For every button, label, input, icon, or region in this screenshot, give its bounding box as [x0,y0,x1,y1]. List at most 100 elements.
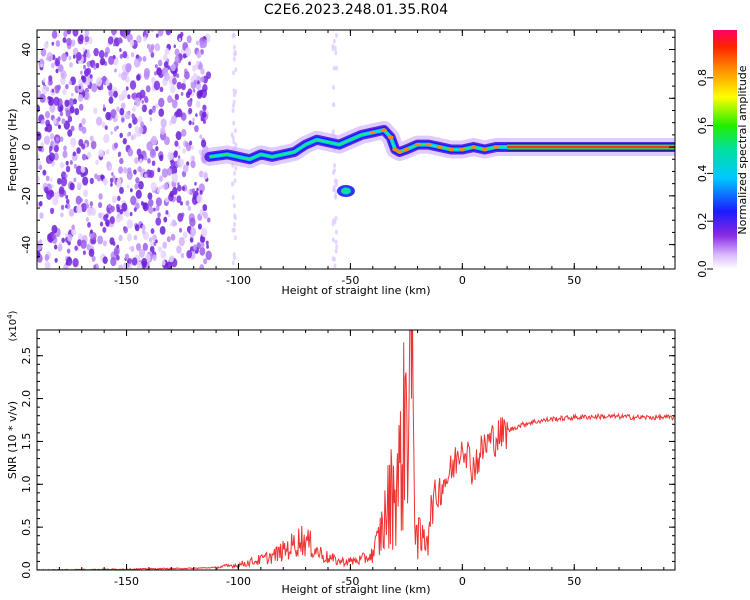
noise-speck [83,64,86,70]
noise-speck [136,74,141,81]
noise-speck [178,158,185,167]
noise-speck [158,246,162,253]
noise-speck [40,63,43,68]
noise-speck [200,68,205,75]
noise-speck [182,231,188,239]
noise-speck [143,36,147,42]
noise-speck [47,96,55,106]
noise-speck [43,41,49,49]
noise-speck [103,214,108,222]
noise-speck [158,186,162,190]
noise-speck [170,233,176,241]
noise-speck [129,39,135,47]
noise-speck [111,195,117,204]
noise-speck [50,62,55,69]
streak-speck [231,260,235,266]
noise-speck [89,74,93,79]
noise-speck [45,175,50,182]
noise-speck [65,109,71,118]
noise-speck [192,244,198,251]
noise-speck [81,118,86,125]
noise-speck [93,107,98,115]
noise-speck [89,201,94,207]
noise-speck [148,206,154,214]
noise-speck [91,83,98,93]
noise-speck [82,47,86,52]
noise-speck [47,234,53,243]
noise-speck [159,154,164,162]
noise-speck [86,51,91,59]
streak-speck [331,170,335,176]
noise-speck [68,98,75,107]
streak-speck [233,213,237,219]
noise-speck [124,253,130,261]
noise-speck [59,111,64,117]
noise-speck [81,143,86,150]
noise-speck [69,160,73,165]
y-tick-label: 0 [20,144,33,151]
noise-speck [189,237,194,243]
noise-speck [157,188,161,194]
noise-speck [129,188,133,193]
noise-speck [58,64,64,73]
noise-speck [75,165,83,175]
noise-speck [141,106,145,111]
noise-speck [126,233,132,242]
y-tick-label: 40 [20,43,33,57]
noise-speck [65,204,68,209]
noise-speck [189,217,196,227]
noise-speck [116,106,120,112]
noise-speck [174,93,180,101]
noise-speck [101,121,106,128]
noise-speck [166,261,172,269]
noise-speck [83,204,87,209]
noise-speck [100,86,104,90]
noise-speck [53,244,58,250]
snr-ylabel: SNR (10 * v/v) [6,401,19,479]
noise-speck [42,78,46,83]
noise-speck [177,144,181,150]
noise-speck [76,181,82,189]
noise-speck [135,118,138,123]
noise-speck [190,76,195,83]
noise-speck [58,186,65,195]
noise-speck [77,94,84,102]
noise-speck [136,167,140,172]
noise-speck [113,126,118,132]
noise-speck [102,256,108,265]
streak-speck [332,102,336,108]
noise-speck [181,185,186,191]
noise-speck [122,50,128,59]
noise-speck [41,119,45,125]
noise-speck [199,264,205,269]
noise-speck [157,167,161,173]
noise-speck [188,107,193,114]
noise-speck [149,245,155,253]
noise-speck [142,229,146,235]
noise-speck [191,145,195,151]
noise-speck [138,126,144,134]
noise-speck [154,64,158,69]
noise-speck [167,151,174,161]
noise-speck [157,59,163,67]
noise-speck [82,250,86,255]
noise-speck [117,195,121,202]
streak-speck [232,227,236,233]
figure-title: C2E6.2023.248.01.35.R04 [264,2,448,18]
noise-speck [194,125,199,133]
noise-speck [52,234,56,240]
streak-speck [334,248,338,254]
noise-speck [173,150,178,157]
noise-speck [163,61,169,69]
tone-band-core [507,145,675,149]
noise-speck [37,240,43,251]
noise-speck [200,117,204,122]
noise-speck [55,40,61,47]
noise-speck [59,136,64,142]
streak-speck [331,46,335,52]
streak-speck [334,229,338,235]
streak-speck [232,99,236,105]
noise-speck [75,52,82,61]
snr-marks [37,330,675,570]
noise-speck [108,203,112,209]
